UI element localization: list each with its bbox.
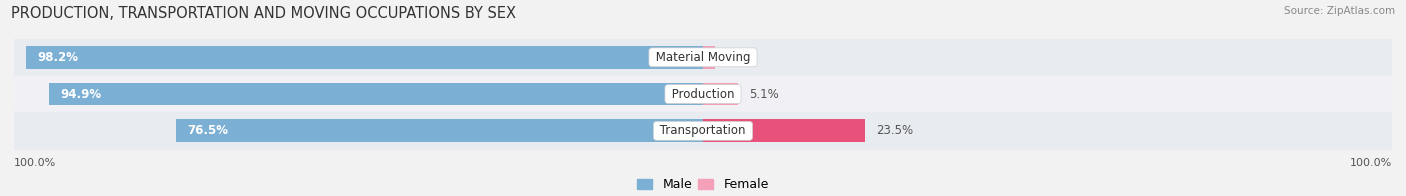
Bar	[14, 113, 1392, 149]
Bar	[703, 83, 738, 105]
Text: PRODUCTION, TRANSPORTATION AND MOVING OCCUPATIONS BY SEX: PRODUCTION, TRANSPORTATION AND MOVING OC…	[11, 6, 516, 21]
Text: 5.1%: 5.1%	[749, 88, 779, 101]
Bar	[27, 46, 703, 69]
Text: 76.5%: 76.5%	[187, 124, 228, 137]
Text: 23.5%: 23.5%	[876, 124, 912, 137]
Text: 100.0%: 100.0%	[14, 158, 56, 168]
Bar	[49, 83, 703, 105]
Bar	[176, 119, 703, 142]
Text: 98.2%: 98.2%	[38, 51, 79, 64]
Bar	[14, 39, 1392, 76]
Text: 1.8%: 1.8%	[727, 51, 756, 64]
Text: Transportation: Transportation	[657, 124, 749, 137]
Bar	[14, 76, 1392, 113]
Text: 94.9%: 94.9%	[60, 88, 101, 101]
Bar	[703, 119, 865, 142]
Bar	[703, 46, 716, 69]
Text: Source: ZipAtlas.com: Source: ZipAtlas.com	[1284, 6, 1395, 16]
Legend: Male, Female: Male, Female	[633, 173, 773, 196]
Text: Production: Production	[668, 88, 738, 101]
Text: Material Moving: Material Moving	[652, 51, 754, 64]
Text: 100.0%: 100.0%	[1350, 158, 1392, 168]
